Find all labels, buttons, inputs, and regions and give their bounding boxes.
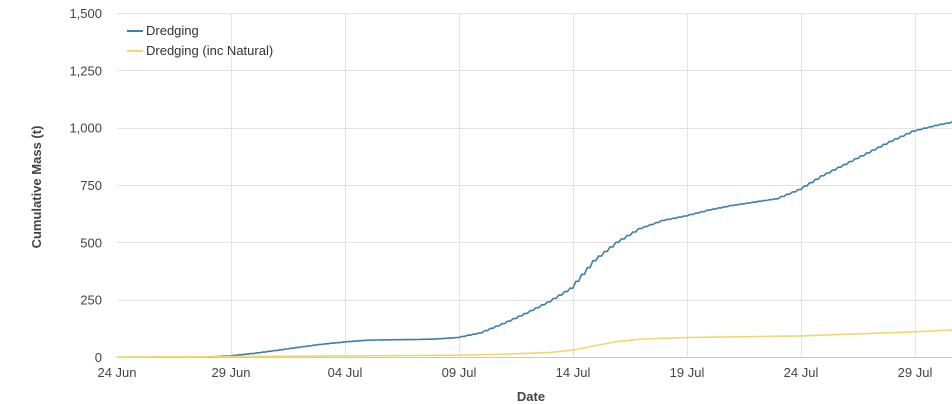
x-tick-label: 14 Jul — [556, 365, 591, 380]
y-tick-label: 1,000 — [69, 121, 102, 136]
x-tick-label: 04 Jul — [328, 365, 363, 380]
series-line-dredging-inc-natural — [116, 329, 952, 358]
y-tick-label: 1,500 — [69, 6, 102, 21]
y-tick-label: 0 — [95, 350, 102, 365]
y-tick-label: 1,250 — [69, 63, 102, 78]
x-tick-label: 29 Jun — [211, 365, 250, 380]
legend-label-dredging: Dredging — [146, 23, 199, 38]
y-tick-label: 500 — [80, 235, 102, 250]
x-tick-label: 24 Jun — [97, 365, 136, 380]
x-tick-label: 19 Jul — [670, 365, 705, 380]
grid-lines — [117, 13, 952, 357]
legend-label-dredging-inc-natural: Dredging (inc Natural) — [146, 43, 273, 58]
y-tick-label: 750 — [80, 178, 102, 193]
x-axis-title: Date — [517, 389, 545, 404]
x-tick-label: 24 Jul — [784, 365, 819, 380]
series-lines — [116, 121, 952, 358]
x-tick-label: 29 Jul — [898, 365, 933, 380]
series-line-dredging — [208, 121, 952, 358]
tick-labels: 0 250 500 750 1,000 1,250 1,500 24 Jun 29 Jun 04 … — [69, 6, 932, 380]
y-tick-label: 250 — [80, 293, 102, 308]
legend: Dredging Dredging (inc Natural) — [127, 23, 273, 58]
y-axis-title: Cumulative Mass (t) — [29, 126, 44, 249]
x-tick-label: 09 Jul — [442, 365, 477, 380]
